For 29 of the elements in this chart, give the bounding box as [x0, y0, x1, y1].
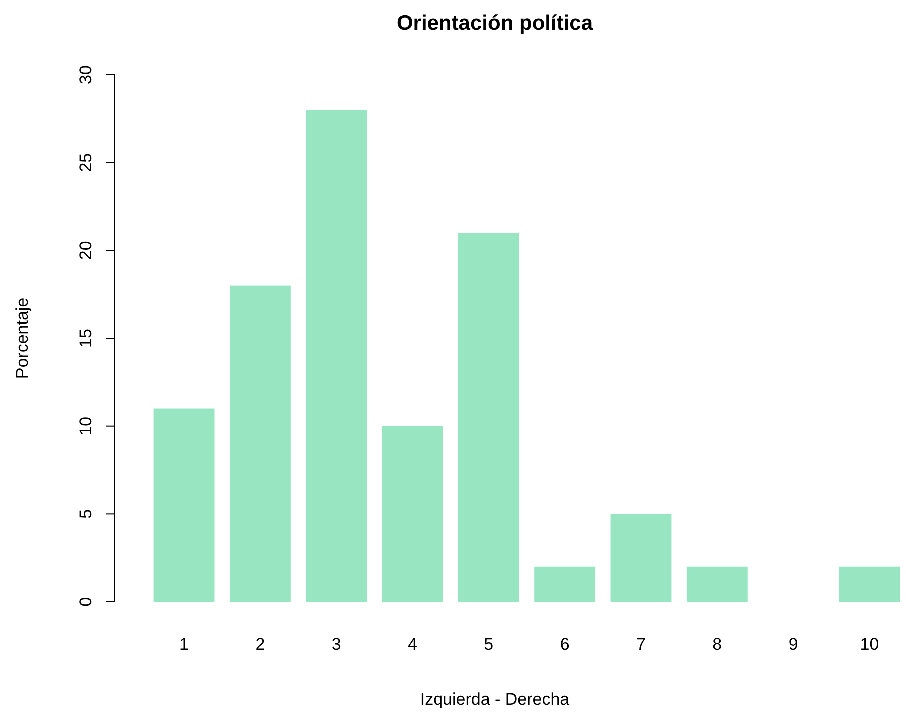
y-tick-label: 5 — [76, 509, 96, 519]
bar — [382, 426, 444, 602]
bar — [306, 110, 368, 602]
x-tick-label: 3 — [332, 635, 342, 654]
x-tick-label: 10 — [860, 635, 880, 654]
x-tick-label: 2 — [256, 635, 266, 654]
y-tick-label: 30 — [76, 66, 96, 84]
bar — [686, 566, 748, 602]
y-tick-label: 10 — [76, 416, 96, 436]
bar — [610, 514, 672, 602]
x-tick-label: 9 — [788, 635, 798, 654]
y-axis-title: Porcentaje — [13, 298, 32, 380]
x-tick-label: 4 — [408, 635, 418, 654]
x-tick-label: 8 — [712, 635, 722, 654]
y-tick-label: 25 — [76, 153, 96, 172]
x-tick-label: 7 — [636, 635, 646, 654]
bar — [534, 566, 596, 602]
y-tick-label: 15 — [76, 329, 96, 348]
chart-title: Orientación política — [396, 12, 594, 35]
bar — [458, 233, 520, 602]
y-tick-label: 20 — [76, 241, 96, 260]
x-tick-label: 6 — [560, 635, 570, 654]
bar — [230, 286, 291, 602]
x-tick-label: 1 — [180, 635, 190, 654]
x-tick-label: 5 — [484, 635, 494, 654]
bar — [839, 566, 900, 602]
y-tick-label: 0 — [76, 597, 96, 607]
bar — [154, 408, 215, 602]
x-axis-title: Izquierda - Derecha — [420, 690, 570, 709]
